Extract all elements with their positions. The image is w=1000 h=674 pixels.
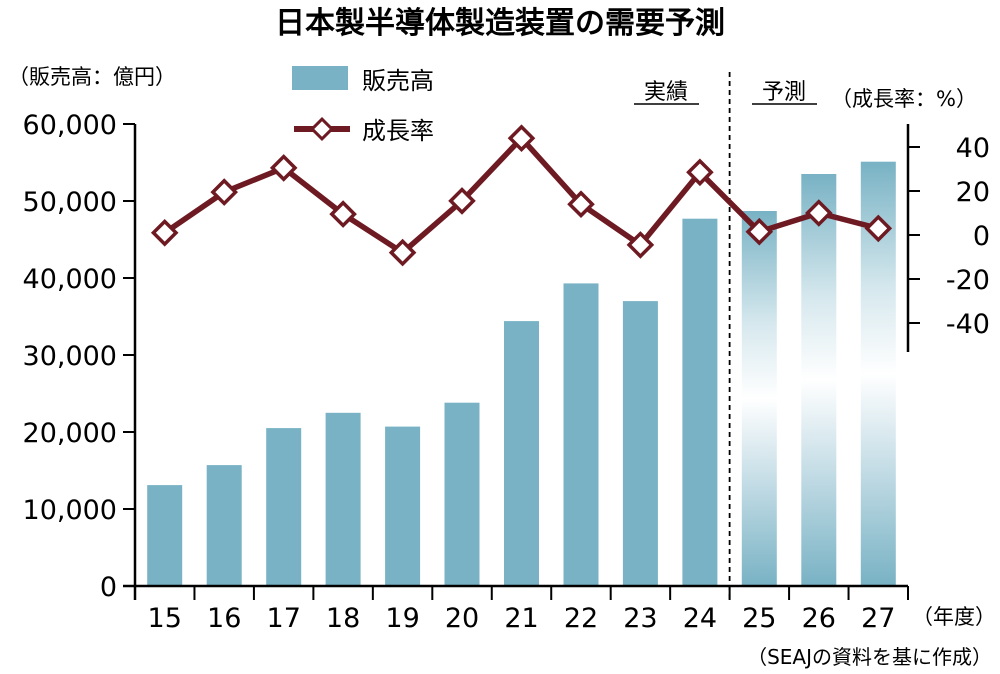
right-axis-unit: （成長率：%） <box>831 87 977 111</box>
left-tick-label: 40,000 <box>23 264 117 295</box>
axes: 0 10,000 20,000 30,000 40,000 50,000 60,000 15 1… <box>23 110 990 634</box>
left-tick-label: 20,000 <box>23 418 117 449</box>
x-tick-label: 19 <box>385 603 419 634</box>
legend-bar-swatch <box>292 66 348 90</box>
growth-rate-point-18 <box>329 200 357 228</box>
x-tick-label: 25 <box>742 603 776 634</box>
legend: 販売高 成長率 <box>292 66 434 145</box>
left-tick-label: 30,000 <box>23 341 117 372</box>
bar-22 <box>563 283 599 586</box>
x-tick-label: 23 <box>623 603 657 634</box>
bar-16 <box>206 465 242 586</box>
source-note: （SEAJの資料を基に作成） <box>747 645 992 669</box>
legend-line-marker <box>309 116 335 142</box>
x-tick-label: 22 <box>564 603 598 634</box>
bar-23 <box>622 301 658 586</box>
bar-26 <box>801 174 837 586</box>
growth-rate-point-20 <box>448 187 476 215</box>
bar-15 <box>147 485 183 586</box>
right-tick-label: 40 <box>956 133 990 164</box>
x-tick-label: 15 <box>148 603 182 634</box>
bar-24 <box>682 218 718 586</box>
left-tick-label: 0 <box>100 572 117 603</box>
x-tick-label: 27 <box>861 603 895 634</box>
bar-25 <box>741 211 777 586</box>
growth-rate-point-25 <box>745 217 774 246</box>
left-axis-unit: （販売高：億円） <box>8 65 176 89</box>
x-tick-label: 20 <box>445 603 479 634</box>
right-tick-label: 0 <box>973 221 990 252</box>
line-series <box>150 124 893 267</box>
legend-line-label: 成長率 <box>362 117 434 145</box>
left-tick-label: 10,000 <box>23 495 117 526</box>
growth-rate-point-21 <box>507 124 536 152</box>
left-tick-label: 60,000 <box>23 110 117 141</box>
growth-rate-point-17 <box>269 154 298 182</box>
bar-17 <box>266 428 302 586</box>
growth-rate-point-26 <box>805 199 833 227</box>
x-tick-label: 26 <box>802 603 836 634</box>
x-tick-label: 17 <box>267 603 301 634</box>
right-tick-label: -40 <box>946 309 990 340</box>
growth-rate-point-19 <box>388 238 417 267</box>
growth-rate-point-27 <box>864 214 893 243</box>
growth-rate-point-23 <box>626 231 655 259</box>
bar-series <box>147 161 896 587</box>
x-tick-label: 16 <box>207 603 241 634</box>
forecast-label: 予測 <box>762 80 806 105</box>
growth-rate-point-22 <box>567 190 595 218</box>
x-axis-unit: （年度） <box>912 605 996 629</box>
growth-rate-point-15 <box>150 219 179 247</box>
chart-title: 日本製半導体製造装置の需要予測 <box>275 6 725 41</box>
legend-bar-label: 販売高 <box>362 67 434 95</box>
x-tick-label: 24 <box>683 603 717 634</box>
bar-19 <box>385 426 421 586</box>
bar-18 <box>325 412 361 587</box>
right-tick-label: -20 <box>946 265 990 296</box>
left-tick-label: 50,000 <box>23 187 117 218</box>
growth-rate-point-16 <box>210 178 238 206</box>
bar-20 <box>444 402 480 586</box>
right-tick-label: 20 <box>956 177 990 208</box>
bar-21 <box>504 321 539 586</box>
x-tick-label: 21 <box>504 603 538 634</box>
growth-rate-point-24 <box>686 158 714 187</box>
x-tick-label: 18 <box>326 603 360 634</box>
actual-label: 実績 <box>644 80 688 105</box>
